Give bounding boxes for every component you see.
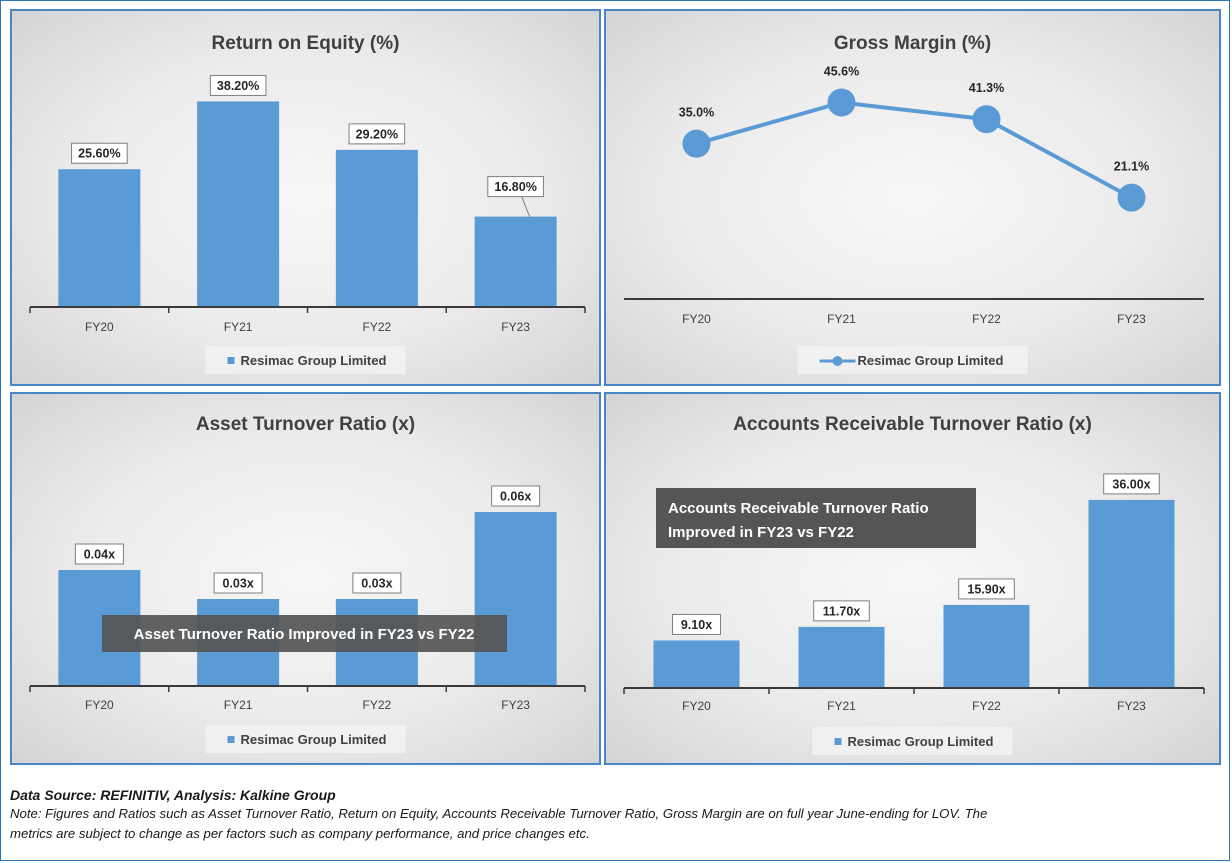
x-tick-label: FY21 [827,312,856,326]
data-label-box [71,142,128,164]
legend-label: Resimac Group Limited [848,734,994,749]
legend-box [205,725,406,753]
legend-swatch [834,738,842,745]
legend-box [812,727,1013,755]
annotation-text-line-1: Accounts Receivable Turnover Ratio [668,500,929,517]
roe-svg: Return on Equity (%) FY20 FY21 FY22 FY23 25.6… [29,33,586,374]
chart-title: Asset Turnover Ratio (x) [196,414,415,435]
data-source: Data Source: REFINITIV, Analysis: Kalkin… [10,787,336,803]
point-FY23 [1117,183,1146,212]
x-tick-label: FY22 [972,699,1001,713]
chart-title: Gross Margin (%) [834,33,991,54]
note-line-2: metrics are subject to change as per fac… [10,826,590,841]
asset-turnover-chart-panel: Asset Turnover Ratio (x) FY20 FY21 FY22 FY23… [10,392,601,765]
x-tick-label: FY22 [363,320,392,334]
bar-FY22 [335,149,418,307]
data-label-box [348,123,406,145]
data-label-box [672,613,721,635]
legend-label: Resimac Group Limited [858,353,1004,368]
data-label-box [209,74,267,96]
bar-FY23 [474,216,557,307]
data-label: 45.6% [824,65,859,79]
x-tick-label: FY23 [1117,312,1146,326]
data-label-box [487,176,544,198]
data-label-box [813,600,870,622]
legend-swatch [227,357,235,364]
annotation-box [102,615,507,652]
data-label: 16.80% [494,180,536,194]
x-tick-label: FY21 [224,698,253,712]
x-tick-label: FY20 [85,320,114,334]
data-label-box [352,572,402,594]
data-label-box [958,578,1015,600]
bar-FY21 [197,101,280,307]
data-label: 25.60% [78,147,120,161]
data-label: 21.1% [1114,160,1149,174]
chart-title: Accounts Receivable Turnover Ratio (x) [733,414,1092,435]
data-label-box [74,543,124,565]
x-tick-label: FY20 [682,312,711,326]
atr-svg: Asset Turnover Ratio (x) FY20 FY21 FY22 FY23… [29,414,586,753]
legend-label: Resimac Group Limited [241,732,387,747]
x-tick-label: FY22 [363,698,392,712]
gm-svg: Gross Margin (%) FY20 FY21 FY22 FY23 35.0% 45.… [624,33,1204,374]
x-tick-label: FY20 [682,699,711,713]
bar-FY20 [653,640,740,688]
point-FY21 [827,88,856,117]
note-line-1: Note: Figures and Ratios such as Asset T… [10,806,988,821]
ar-turnover-chart-panel: Accounts Receivable Turnover Ratio (x) FY… [604,392,1221,765]
x-tick-label: FY20 [85,698,114,712]
bar-FY22 [943,604,1030,688]
data-label-box [1103,473,1160,495]
bar-FY23 [1088,499,1175,688]
annotation-box [656,488,976,548]
legend-label: Resimac Group Limited [241,353,387,368]
data-label: 9.10x [681,618,712,632]
series-line [695,100,1133,200]
x-tick-label: FY23 [501,698,530,712]
data-label: 29.20% [356,127,398,141]
data-label: 0.06x [500,490,531,504]
x-tick-label: FY23 [1117,699,1146,713]
chart-title: Return on Equity (%) [212,33,400,54]
point-FY20 [682,129,711,158]
data-label: 36.00x [1112,477,1150,491]
data-label: 0.04x [84,548,115,562]
bar-FY21 [798,626,885,688]
data-label: 15.90x [967,582,1005,596]
annotation-text-line-2: Improved in FY23 vs FY22 [668,524,854,541]
legend-swatch [227,736,235,743]
data-label: 41.3% [969,81,1004,95]
data-label: 0.03x [222,577,253,591]
x-tick-label: FY22 [972,312,1001,326]
legend-box [205,346,406,374]
annotation-text: Asset Turnover Ratio Improved in FY23 vs… [134,626,475,643]
artr-svg: Accounts Receivable Turnover Ratio (x) FY… [623,414,1205,755]
data-label: 35.0% [679,106,714,120]
x-tick-label: FY21 [827,699,856,713]
bar-FY20 [58,169,141,307]
data-label: 11.70x [823,604,861,618]
data-label: 38.20% [217,79,259,93]
roe-chart-panel: Return on Equity (%) FY20 FY21 FY22 FY23 25.6… [10,9,601,386]
footer: Data Source: REFINITIV, Analysis: Kalkin… [10,786,1220,844]
data-label-box [491,485,541,507]
data-label-box [213,572,263,594]
bar-FY23 [474,512,557,686]
point-FY22 [972,105,1001,134]
gross-margin-chart-panel: Gross Margin (%) FY20 FY21 FY22 FY23 35.0% 45.… [604,9,1221,386]
legend-marker [832,356,843,366]
x-tick-label: FY21 [224,320,253,334]
leader-line [521,196,531,217]
x-tick-label: FY23 [501,320,530,334]
data-label: 0.03x [361,577,392,591]
